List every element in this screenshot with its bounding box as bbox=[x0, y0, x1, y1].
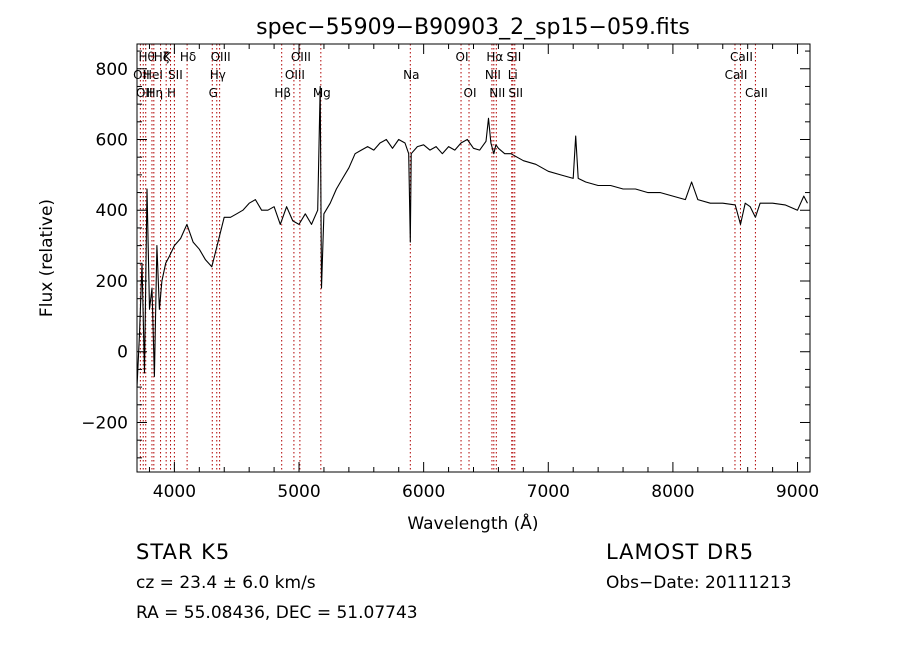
line-marker-label: NII bbox=[489, 86, 505, 100]
line-marker-label: Hθ bbox=[139, 50, 155, 64]
y-axis-ticks: −200 0 200 400 600 800 bbox=[81, 50, 810, 459]
y-tick-label: −200 bbox=[81, 413, 128, 433]
line-marker-label: NII bbox=[485, 68, 501, 82]
line-marker-label: CaII bbox=[745, 86, 768, 100]
y-axis-label: Flux (relative) bbox=[37, 199, 57, 317]
y-tick-label: 600 bbox=[96, 131, 128, 151]
line-marker-label: H bbox=[167, 86, 176, 100]
line-marker-layer: OIIOIIHθHeIHηHζKHSIIHδGHγOIIIHβOIIIOIIIM… bbox=[133, 44, 768, 472]
line-marker-label: CaII bbox=[725, 68, 748, 82]
line-marker-label: CaII bbox=[730, 50, 753, 64]
x-axis-ticks: 4000 5000 6000 7000 8000 9000 bbox=[148, 44, 819, 502]
line-marker-label: SII bbox=[507, 50, 522, 64]
x-tick-label: 6000 bbox=[402, 482, 445, 502]
x-tick-label: 9000 bbox=[776, 482, 819, 502]
y-tick-label: 200 bbox=[96, 272, 128, 292]
line-marker-label: Hβ bbox=[274, 86, 291, 100]
line-marker-label: OIII bbox=[285, 68, 305, 82]
x-tick-label: 5000 bbox=[277, 482, 320, 502]
line-marker-label: HeI bbox=[143, 68, 163, 82]
coordinates: RA = 55.08436, DEC = 51.07743 bbox=[136, 603, 418, 623]
line-marker-label: SII bbox=[168, 68, 183, 82]
line-marker-label: Hα bbox=[486, 50, 503, 64]
spectrum-series-layer bbox=[136, 85, 808, 388]
line-marker-label: OI bbox=[456, 50, 469, 64]
spectrum-line bbox=[136, 85, 808, 388]
x-tick-label: 7000 bbox=[527, 482, 570, 502]
line-marker-label: G bbox=[209, 86, 218, 100]
chart-title: spec−55909−B90903_2_sp15−059.fits bbox=[256, 15, 690, 40]
line-marker-label: SII bbox=[508, 86, 523, 100]
observation-date: Obs−Date: 20111213 bbox=[606, 573, 792, 593]
x-tick-label: 8000 bbox=[651, 482, 694, 502]
y-tick-label: 0 bbox=[117, 343, 128, 363]
object-class: STAR K5 bbox=[136, 540, 231, 564]
line-marker-label: Na bbox=[403, 68, 419, 82]
line-marker-label: OII bbox=[136, 86, 153, 100]
survey-name: LAMOST DR5 bbox=[606, 540, 755, 564]
x-axis-label: Wavelength (Å) bbox=[407, 512, 538, 534]
line-marker-label: OIII bbox=[211, 50, 231, 64]
line-marker-label: Mg bbox=[313, 86, 331, 100]
plot-frame bbox=[136, 43, 811, 473]
y-tick-label: 400 bbox=[96, 201, 128, 221]
x-tick-label: 4000 bbox=[153, 482, 196, 502]
line-marker-label: OI bbox=[464, 86, 477, 100]
y-tick-label: 800 bbox=[96, 60, 128, 80]
line-marker-label: K bbox=[163, 50, 172, 64]
line-marker-label: Li bbox=[508, 68, 518, 82]
line-marker-label: Hγ bbox=[210, 68, 226, 82]
line-marker-label: Hδ bbox=[180, 50, 196, 64]
line-marker-label: Hζ bbox=[154, 50, 170, 64]
line-marker-label: Hη bbox=[147, 86, 164, 100]
line-marker-label: OIII bbox=[291, 50, 311, 64]
redshift-value: cz = 23.4 ± 6.0 km/s bbox=[136, 573, 316, 593]
